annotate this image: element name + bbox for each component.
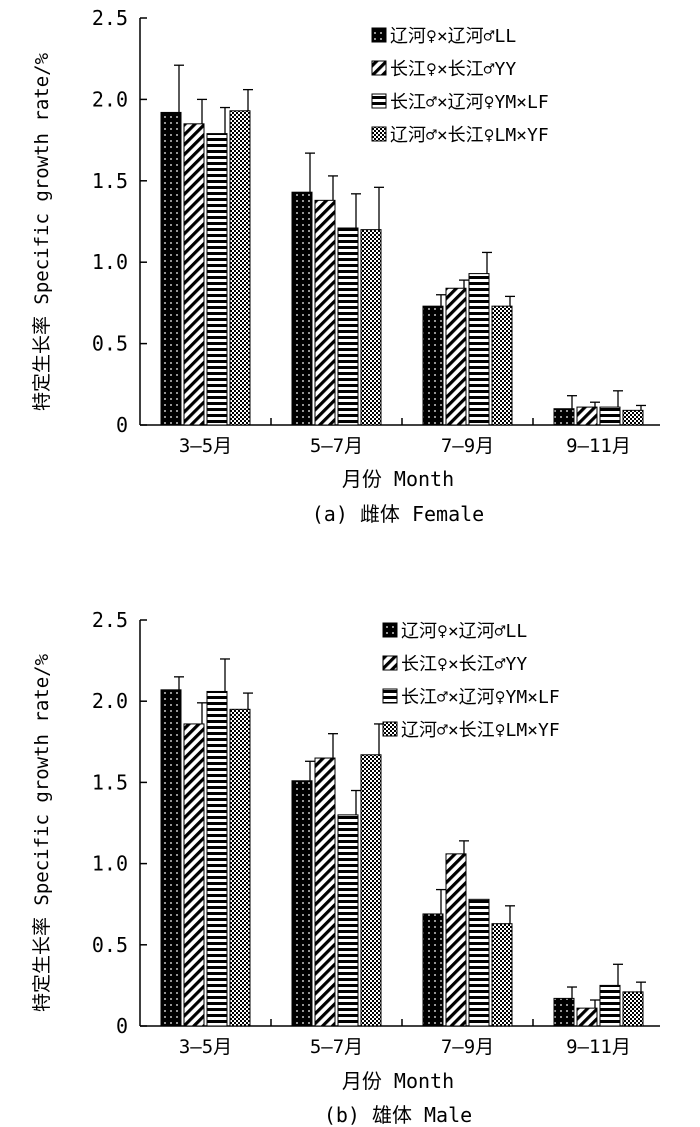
legend-item-yy: 长江♀×长江♂YY xyxy=(371,59,516,80)
legend-swatch-lmyf xyxy=(382,721,398,737)
bar-ymlf xyxy=(337,227,359,426)
bar-ll xyxy=(422,305,444,426)
legend-label-ll: 辽河♀×辽河♂LL xyxy=(390,26,516,47)
y-tick-label: 0.5 xyxy=(92,332,128,356)
bar-yy xyxy=(314,757,336,1027)
y-axis-label: 特定生长率 Specific growth rate/% xyxy=(31,653,53,1012)
bar-ll xyxy=(553,997,575,1027)
y-tick-label: 1.5 xyxy=(92,770,128,794)
x-tick-label: 9—11月 xyxy=(566,435,631,457)
bar-lmyf xyxy=(360,229,382,426)
chart-panel-male: 特定生长率 Specific growth rate/% 月份 Month (b… xyxy=(31,608,660,1127)
legend-swatch-ll xyxy=(371,27,387,43)
bar-lmyf xyxy=(360,754,382,1027)
bar-ymlf xyxy=(468,273,490,426)
legend-item-ll: 辽河♀×辽河♂LL xyxy=(371,26,516,47)
bar-lmyf xyxy=(622,409,644,426)
bar-ll xyxy=(160,689,182,1027)
legend-item-ymlf: 长江♂×辽河♀YM×LF xyxy=(371,92,549,113)
x-axis-label: 月份 Month xyxy=(342,1069,454,1093)
bar-ll xyxy=(553,408,575,426)
legend-item-lmyf: 辽河♂×长江♀LM×YF xyxy=(382,720,560,741)
legend-swatch-lmyf xyxy=(371,126,387,142)
y-tick-label: 1.0 xyxy=(92,250,128,274)
legend-label-yy: 长江♀×长江♂YY xyxy=(390,59,516,80)
bar-ymlf xyxy=(599,984,621,1027)
bar-ll xyxy=(291,191,313,426)
legend-label-ymlf: 长江♂×辽河♀YM×LF xyxy=(401,687,560,708)
bar-lmyf xyxy=(491,305,513,426)
bar-yy xyxy=(445,853,467,1027)
legend-swatch-yy xyxy=(371,60,387,76)
y-tick-label: 1.5 xyxy=(92,169,128,193)
x-tick-label: 5—7月 xyxy=(310,435,363,457)
legend: 辽河♀×辽河♂LL 长江♀×长江♂YY 长江♂×辽河♀YM×LF 辽河♂×长江♀… xyxy=(371,26,549,146)
legend-swatch-yy xyxy=(382,655,398,671)
bar-lmyf xyxy=(229,110,251,426)
bar-ll xyxy=(422,913,444,1027)
legend-item-lmyf: 辽河♂×长江♀LM×YF xyxy=(371,125,549,146)
bar-ymlf xyxy=(468,898,490,1027)
y-tick-label: 2.0 xyxy=(92,689,128,713)
bar-yy xyxy=(314,199,336,426)
x-tick-label: 3—5月 xyxy=(179,435,232,457)
y-tick-label: 2.0 xyxy=(92,87,128,111)
y-tick-label: 2.5 xyxy=(92,6,128,30)
panel-caption: (b) 雄体 Male xyxy=(324,1103,472,1127)
bar-lmyf xyxy=(229,708,251,1027)
bar-ll xyxy=(160,111,182,426)
bar-ymlf xyxy=(599,406,621,426)
y-tick-label: 0 xyxy=(116,413,128,437)
bar-ymlf xyxy=(206,690,228,1027)
x-tick-label: 3—5月 xyxy=(179,1036,232,1058)
y-tick-label: 1.0 xyxy=(92,852,128,876)
legend-label-lmyf: 辽河♂×长江♀LM×YF xyxy=(401,720,560,741)
y-tick-label: 0 xyxy=(116,1014,128,1038)
bar-yy xyxy=(576,406,598,426)
bar-ll xyxy=(291,780,313,1027)
legend-item-ymlf: 长江♂×辽河♀YM×LF xyxy=(382,687,560,708)
legend-label-ll: 辽河♀×辽河♂LL xyxy=(401,621,527,642)
bar-yy xyxy=(576,1007,598,1027)
legend-swatch-ymlf xyxy=(382,688,398,704)
panel-caption: (a) 雌体 Female xyxy=(312,502,484,526)
bar-lmyf xyxy=(491,923,513,1027)
bar-yy xyxy=(183,123,205,426)
legend-swatch-ll xyxy=(382,622,398,638)
x-tick-label: 9—11月 xyxy=(566,1036,631,1058)
x-tick-label: 5—7月 xyxy=(310,1036,363,1058)
x-axis-label: 月份 Month xyxy=(342,467,454,491)
y-tick-label: 2.5 xyxy=(92,608,128,632)
bar-ymlf xyxy=(337,814,359,1027)
legend-label-lmyf: 辽河♂×长江♀LM×YF xyxy=(390,125,549,146)
bar-ymlf xyxy=(206,133,228,426)
legend-item-ll: 辽河♀×辽河♂LL xyxy=(382,621,527,642)
y-axis-label: 特定生长率 Specific growth rate/% xyxy=(31,52,53,411)
y-tick-label: 0.5 xyxy=(92,933,128,957)
bar-yy xyxy=(183,723,205,1027)
x-tick-label: 7—9月 xyxy=(441,1036,494,1058)
legend: 辽河♀×辽河♂LL 长江♀×长江♂YY 长江♂×辽河♀YM×LF 辽河♂×长江♀… xyxy=(382,621,560,741)
bar-yy xyxy=(445,287,467,426)
legend-swatch-ymlf xyxy=(371,93,387,109)
chart-panel-female: 特定生长率 Specific growth rate/% 月份 Month (a… xyxy=(31,6,660,526)
x-tick-label: 7—9月 xyxy=(441,435,494,457)
legend-item-yy: 长江♀×长江♂YY xyxy=(382,654,527,675)
bar-lmyf xyxy=(622,991,644,1027)
legend-label-ymlf: 长江♂×辽河♀YM×LF xyxy=(390,92,549,113)
legend-label-yy: 长江♀×长江♂YY xyxy=(401,654,527,675)
